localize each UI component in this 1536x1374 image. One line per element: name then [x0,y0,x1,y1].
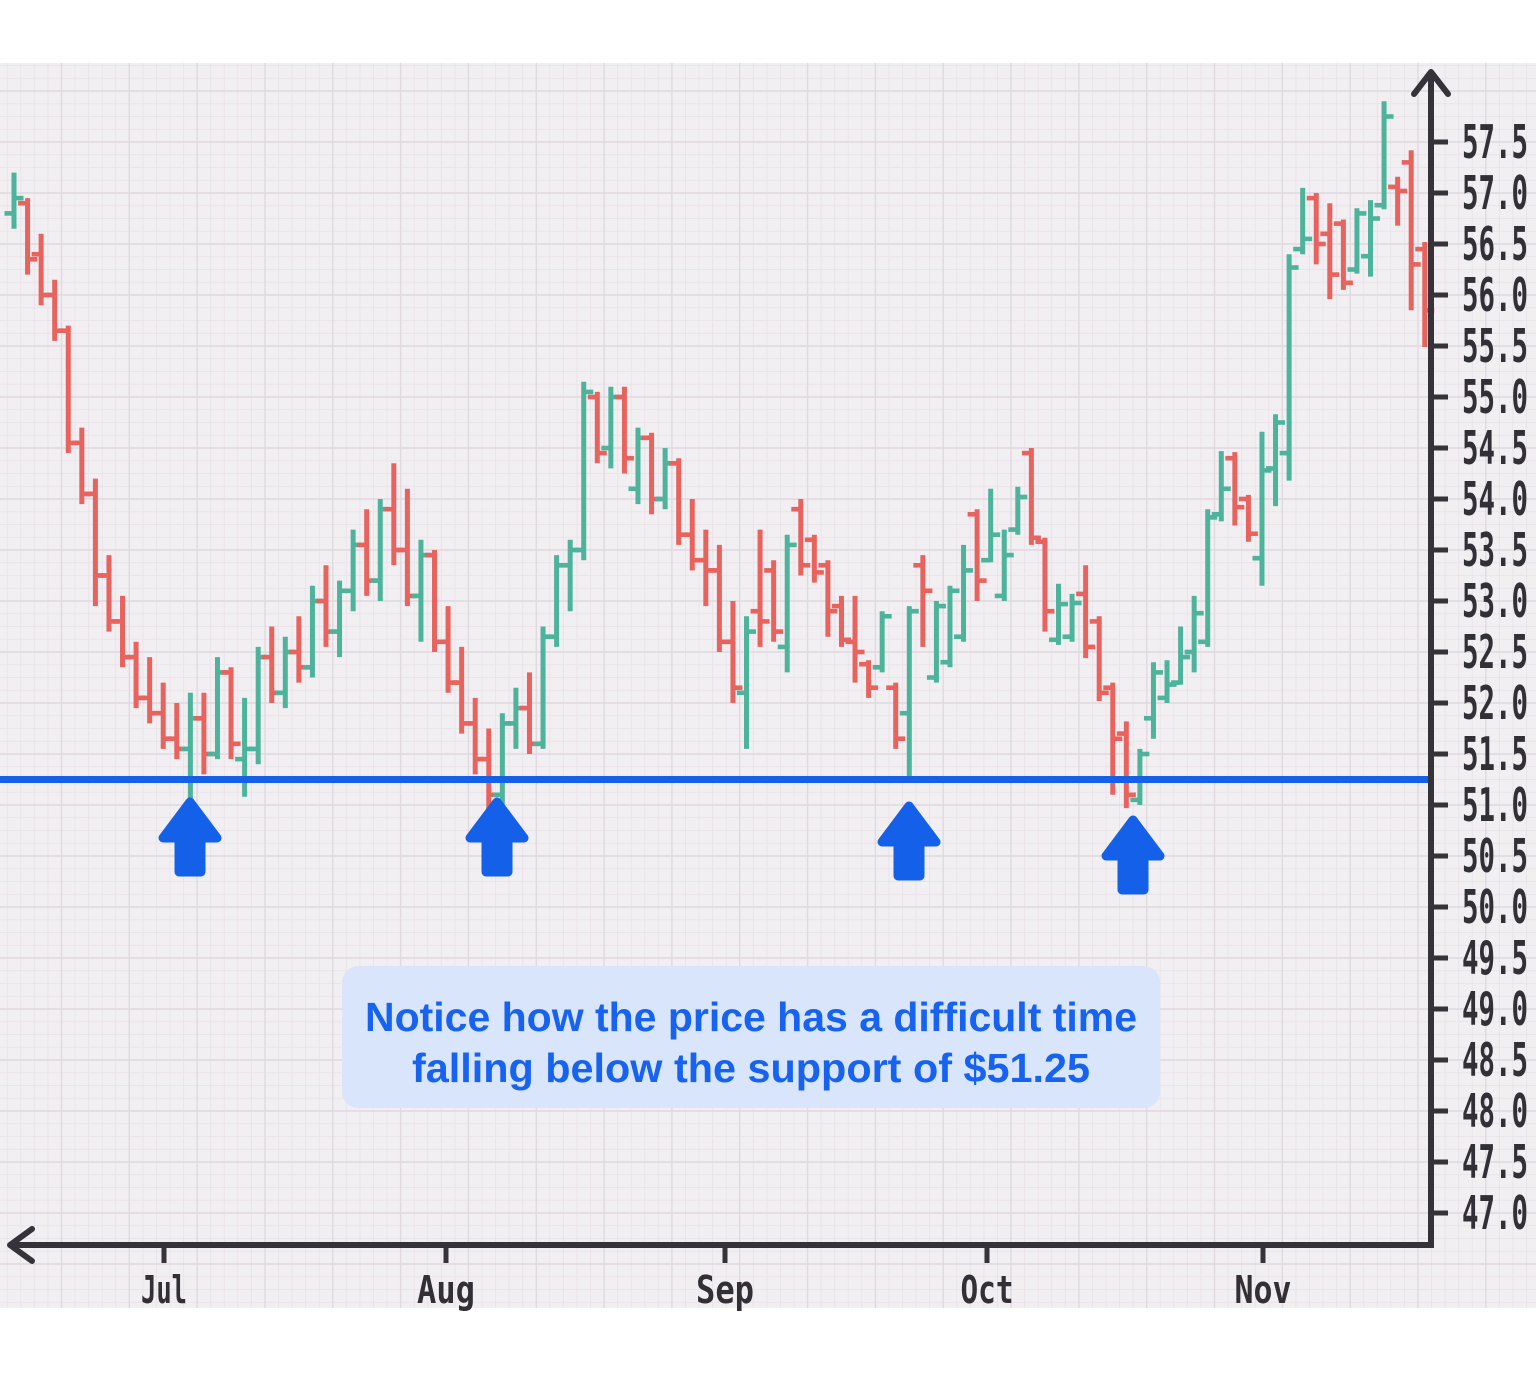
ohlc-bar [981,488,1001,563]
x-month-label: Oct [961,1268,1014,1312]
ohlc-bar [913,555,933,647]
y-tick-label: 52.0 [1462,676,1528,730]
ohlc-bar [750,529,770,647]
ohlc-bar [1021,448,1041,545]
ohlc-bar [723,601,743,703]
ohlc-bar [574,381,594,561]
x-axis-arrow-icon [7,1226,35,1264]
annotation-line1: Notice how the price has a difficult tim… [365,994,1137,1040]
y-tick-label: 54.5 [1462,421,1528,475]
ohlc-bar [804,534,824,583]
ohlc-bar [1089,616,1109,701]
ohlc-bar [4,172,24,229]
ohlc-bar [587,391,607,464]
ohlc-bar [1049,583,1069,645]
ohlc-bar [1306,193,1326,265]
ohlc-bar [221,667,241,760]
ohlc-bar [1062,593,1082,642]
y-tick-label: 57.5 [1462,115,1528,169]
ohlc-bar [1238,494,1258,542]
y-tick-label: 48.5 [1462,1033,1528,1087]
y-tick-label: 56.0 [1462,268,1528,322]
ohlc-bar [1279,254,1299,481]
support-touch-arrow-icon [877,801,941,881]
support-touch-arrow-icon [465,797,529,877]
ohlc-bar [967,509,987,601]
ohlc-bar [1333,219,1353,290]
ohlc-bar [1388,176,1408,226]
ohlc-bar [994,529,1014,601]
y-tick-label: 47.5 [1462,1135,1528,1189]
ohlc-bar [1008,486,1028,535]
y-tick-label: 55.5 [1462,319,1528,373]
y-tick-label: 52.5 [1462,625,1528,679]
ohlc-bar [764,560,784,642]
ohlc-bar [1143,662,1163,739]
y-tick-label: 47.0 [1462,1186,1528,1240]
ohlc-bar [886,682,906,749]
y-axis-labels: 57.557.056.556.055.555.054.554.053.553.0… [1431,115,1528,1240]
support-arrows [158,797,1165,895]
x-axis-labels: Jul Aug Sep Oct Nov [141,1245,1292,1312]
y-tick-label: 51.0 [1462,778,1528,832]
ohlc-bar [1035,537,1055,632]
ohlc-bar [1198,509,1218,647]
x-month-label: Nov [1235,1268,1292,1312]
ohlc-bar [1116,721,1136,809]
ohlc-bar [1347,208,1367,274]
ohlc-bar [940,585,960,668]
y-tick-label: 50.5 [1462,829,1528,883]
ohlc-bars [4,101,1435,811]
ohlc-bar [1374,101,1394,210]
ohlc-bar [845,595,865,683]
y-tick-label: 54.0 [1462,472,1528,526]
annotation-box [342,966,1160,1108]
support-touch-arrow-icon [158,797,222,877]
y-tick-label: 56.5 [1462,217,1528,271]
ohlc-bar [1266,414,1286,507]
y-tick-label: 49.5 [1462,931,1528,985]
y-axis-arrow-icon [1411,69,1451,97]
ohlc-bar [872,611,892,673]
y-tick-label: 53.5 [1462,523,1528,577]
ohlc-bar [1184,595,1204,673]
ohlc-bar [899,606,919,780]
ohlc-bar [1401,150,1421,311]
y-tick-label: 51.5 [1462,727,1528,781]
support-touch-arrow-icon [1101,815,1165,895]
y-tick-label: 50.0 [1462,880,1528,934]
x-month-label: Sep [696,1268,754,1312]
y-tick-label: 57.0 [1462,166,1528,220]
ohlc-bar [777,534,797,673]
ohlc-bar [818,560,838,637]
ohlc-bar [1076,565,1096,659]
ohlc-bar [859,660,879,698]
ohlc-bar [737,616,757,749]
ohlc-bar [1225,452,1245,526]
ohlc-bar [1171,626,1191,685]
y-tick-label: 48.0 [1462,1084,1528,1138]
ohlc-bar [1361,200,1380,277]
ohlc-bar [1293,187,1313,255]
y-tick-label: 49.0 [1462,982,1528,1036]
ohlc-bar [1320,203,1340,300]
ohlc-bar [954,544,974,642]
ohlc-bar [926,601,946,683]
ohlc-bar [614,386,634,474]
ohlc-bar [791,499,811,576]
y-tick-label: 55.0 [1462,370,1528,424]
y-tick-label: 53.0 [1462,574,1528,628]
x-month-label: Aug [417,1268,475,1312]
x-month-label: Jul [141,1268,187,1312]
annotation-line2: falling below the support of $51.25 [412,1045,1090,1091]
ohlc-bar [1211,451,1231,522]
ohlc-bar [18,198,38,275]
